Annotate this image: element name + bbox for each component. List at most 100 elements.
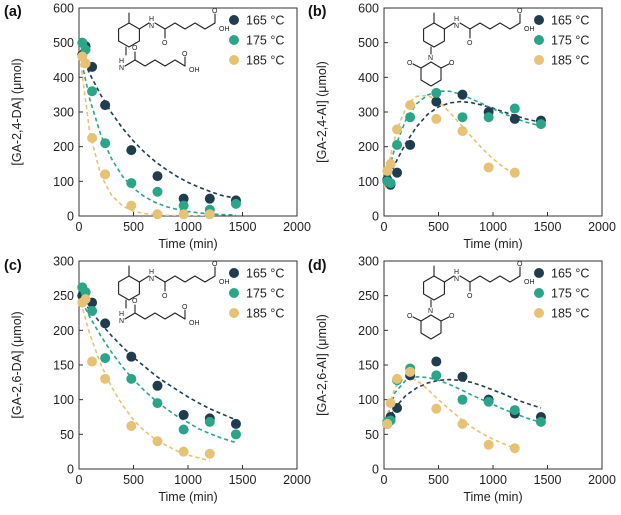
y-tick-label: 250 <box>53 289 74 303</box>
y-tick-label: 100 <box>53 175 74 189</box>
data-point <box>431 113 442 124</box>
y-tick-label: 400 <box>358 71 379 85</box>
data-point <box>204 416 215 427</box>
data-point <box>152 398 163 409</box>
panel-b: (b) 0 500 1000 1500 2000 0 100 200 300 400 500 600 Ti… <box>308 2 616 252</box>
y-tick-label: 200 <box>358 140 379 154</box>
legend-label: 185 °C <box>551 307 589 321</box>
data-point <box>230 198 241 209</box>
data-point <box>457 394 468 405</box>
legend-label: 175 °C <box>246 34 284 48</box>
legend-label: 165 °C <box>246 267 284 281</box>
y-tick-label: 250 <box>358 289 379 303</box>
data-point <box>126 373 137 384</box>
data-point <box>385 398 396 409</box>
x-tick-label: 1500 <box>229 473 257 487</box>
data-point <box>392 139 403 150</box>
y-tick-label: 500 <box>358 36 379 50</box>
data-point <box>509 443 520 454</box>
data-point <box>100 138 111 149</box>
legend-marker <box>229 55 239 65</box>
plot-content <box>79 295 237 462</box>
x-tick-label: 2000 <box>588 473 616 487</box>
data-point <box>178 209 189 220</box>
fit-curve <box>79 295 237 421</box>
legend-marker <box>534 308 544 318</box>
molecule-structure <box>118 7 231 75</box>
y-tick-label: 0 <box>372 463 379 477</box>
legend-label: 175 °C <box>551 34 589 48</box>
x-axis-label: Time (min) <box>158 490 217 504</box>
data-point <box>152 436 163 447</box>
legend-marker <box>229 288 239 298</box>
y-axis-label: [GA-2,6-DA] (μmol) <box>10 311 24 418</box>
y-tick-label: 100 <box>358 393 379 407</box>
y-tick-label: 100 <box>53 393 74 407</box>
data-point <box>230 418 241 429</box>
panel-label: (d) <box>308 258 327 274</box>
data-point <box>204 448 215 459</box>
legend-label: 165 °C <box>551 14 589 28</box>
x-tick-label: 0 <box>381 220 388 234</box>
y-tick-label: 100 <box>358 175 379 189</box>
legend-label: 175 °C <box>246 287 284 301</box>
y-tick-label: 150 <box>53 359 74 373</box>
data-point <box>405 112 416 123</box>
data-point <box>178 446 189 457</box>
y-tick-label: 300 <box>53 106 74 120</box>
x-tick-label: 0 <box>381 473 388 487</box>
fit-curve <box>79 295 237 444</box>
data-point <box>152 186 163 197</box>
legend-marker <box>229 268 239 278</box>
data-point <box>152 380 163 391</box>
data-point <box>431 87 442 98</box>
x-tick-label: 1000 <box>479 220 507 234</box>
x-tick-label: 2000 <box>283 473 311 487</box>
data-point <box>126 421 137 432</box>
x-tick-label: 2000 <box>283 220 311 234</box>
data-point <box>483 439 494 450</box>
data-point <box>80 294 91 305</box>
x-tick-label: 1500 <box>229 220 257 234</box>
x-tick-label: 1500 <box>534 220 562 234</box>
data-point <box>178 200 189 211</box>
y-tick-label: 500 <box>53 36 74 50</box>
y-tick-label: 0 <box>67 463 74 477</box>
legend-marker <box>534 35 544 45</box>
x-axis-label: Time (min) <box>158 237 217 251</box>
data-point <box>87 356 98 367</box>
data-point <box>87 133 98 143</box>
data-point <box>457 126 468 137</box>
data-point <box>457 89 468 100</box>
y-tick-label: 300 <box>358 255 379 269</box>
data-point <box>483 112 494 123</box>
y-tick-label: 200 <box>53 140 74 154</box>
y-tick-label: 300 <box>358 106 379 120</box>
data-point <box>405 100 416 111</box>
x-tick-label: 0 <box>76 220 83 234</box>
legend-label: 165 °C <box>246 14 284 28</box>
legend-marker <box>229 15 239 25</box>
data-point <box>126 200 137 211</box>
legend-label: 185 °C <box>246 307 284 321</box>
data-point <box>509 113 520 124</box>
legend-label: 175 °C <box>551 287 589 301</box>
fit-curve <box>79 49 210 216</box>
panel-a: (a) 0 500 1000 1500 2000 0 100 200 300 400 500 600 Ti… <box>4 2 311 252</box>
x-axis-label: Time (min) <box>463 237 522 251</box>
data-point <box>204 209 215 220</box>
data-point <box>126 178 137 189</box>
data-point <box>431 356 442 367</box>
x-tick-label: 1500 <box>534 473 562 487</box>
data-point <box>382 418 393 429</box>
fit-curve <box>384 378 542 428</box>
data-point <box>178 193 189 204</box>
data-point <box>87 86 98 97</box>
data-point <box>178 424 189 435</box>
legend-marker <box>534 15 544 25</box>
panel-d: (d) 0 500 1000 1500 2000 0 50 100 150 200 250 300 Tim… <box>308 255 616 505</box>
data-point <box>100 100 111 111</box>
data-point <box>392 124 403 135</box>
y-tick-label: 0 <box>67 210 74 224</box>
